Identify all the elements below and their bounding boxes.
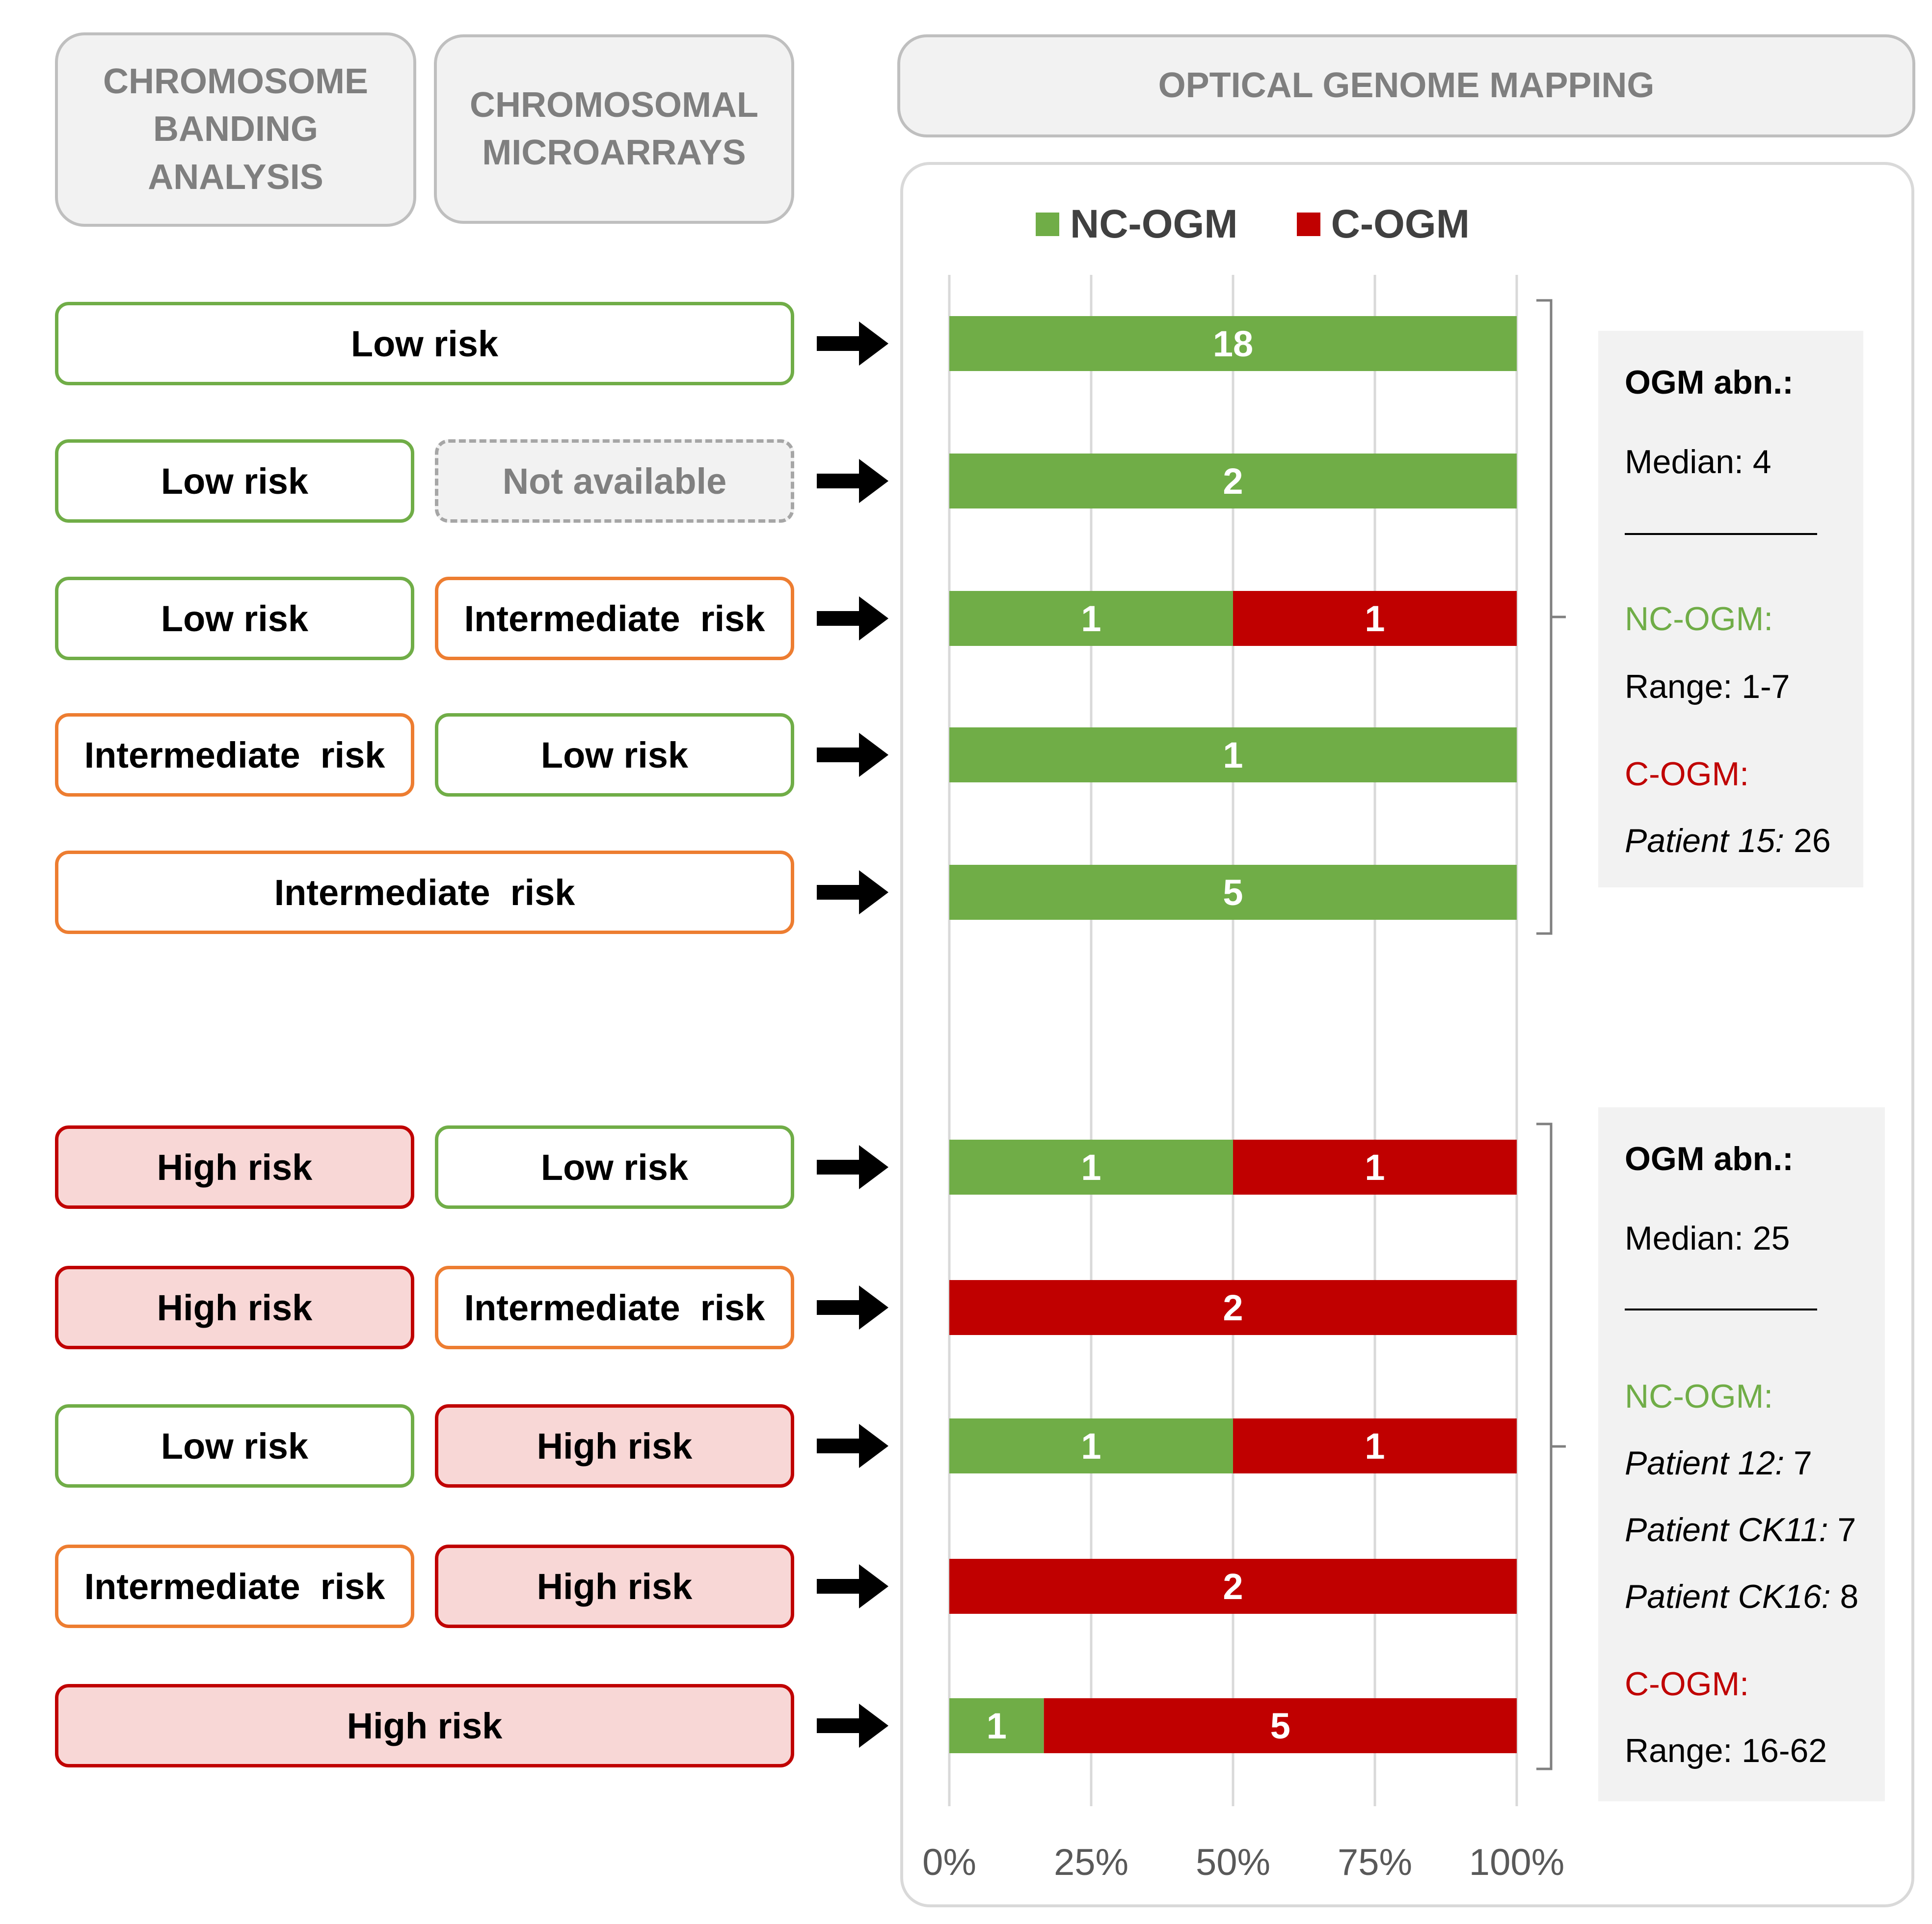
- bar-c-row-6: [1233, 1140, 1517, 1195]
- bar-label-c-row-8: 1: [1365, 1426, 1385, 1467]
- x-tick-label-2: 50%: [1196, 1842, 1270, 1883]
- row-7-banding-risk: High risk: [55, 1266, 414, 1349]
- bar-c-row-10: [1044, 1698, 1517, 1753]
- panel1-c-label: C-OGM:: [1625, 755, 1749, 793]
- legend-swatch-nc: [1036, 213, 1059, 236]
- row-8-banding-risk: Low risk: [55, 1404, 414, 1488]
- row-2-microarray-risk: Not available: [435, 439, 794, 523]
- bar-label-nc-row-6: 1: [1081, 1147, 1101, 1188]
- panel2-divider: [1625, 1309, 1817, 1310]
- row-4-microarray-risk: Low risk: [435, 713, 794, 797]
- row-7-arrow-icon: [817, 1285, 888, 1330]
- row-3-arrow-icon: [817, 596, 888, 641]
- row-5-arrow-icon: [817, 870, 888, 914]
- bar-c-row-8: [1233, 1418, 1517, 1473]
- header-banding: CHROMOSOME BANDING ANALYSIS: [55, 32, 416, 227]
- panel2-nc-line-3: Patient CK16: 8: [1625, 1578, 1859, 1615]
- legend-label-c: C-OGM: [1331, 202, 1470, 246]
- row-9-microarray-risk: High risk: [435, 1545, 794, 1628]
- bar-label-nc-row-3: 1: [1081, 598, 1101, 639]
- panel2-nc-line-1: Patient 12: 7: [1625, 1444, 1812, 1482]
- bar-label-c-row-10: 5: [1270, 1706, 1290, 1746]
- row-9-arrow-icon: [817, 1564, 888, 1608]
- bar-label-c-row-7: 2: [1223, 1287, 1243, 1328]
- bar-nc-row-5: [949, 865, 1517, 920]
- bar-label-nc-row-1: 18: [1213, 323, 1253, 364]
- bar-nc-row-2: [949, 454, 1517, 508]
- header-banding-label: CHROMOSOME BANDING ANALYSIS: [103, 62, 368, 197]
- row-8-arrow-icon: [817, 1424, 888, 1468]
- row-3-microarray-risk: Intermediate risk: [435, 577, 794, 660]
- row-6-arrow-icon: [817, 1145, 888, 1189]
- group-bracket-1: [1536, 299, 1566, 935]
- panel1-divider: [1625, 533, 1817, 535]
- x-tick-label-1: 25%: [1054, 1842, 1128, 1883]
- panel1-nc-label: NC-OGM:: [1625, 600, 1773, 638]
- panel2-c-label: C-OGM:: [1625, 1665, 1749, 1703]
- bar-nc-row-4: [949, 727, 1517, 782]
- header-ogm-label: OPTICAL GENOME MAPPING: [1158, 66, 1655, 106]
- bar-label-nc-row-8: 1: [1081, 1426, 1101, 1467]
- bar-c-row-9: [949, 1559, 1517, 1614]
- bar-label-nc-row-2: 2: [1223, 461, 1243, 502]
- bar-nc-row-10: [949, 1698, 1044, 1753]
- row-4-arrow-icon: [817, 733, 888, 777]
- bar-c-row-7: [949, 1280, 1517, 1335]
- row-5-banding-risk: Intermediate risk: [55, 851, 794, 934]
- x-tick-label-4: 100%: [1469, 1842, 1564, 1883]
- bar-label-c-row-6: 1: [1365, 1147, 1385, 1188]
- header-ogm: OPTICAL GENOME MAPPING: [897, 34, 1915, 137]
- row-2-banding-risk: Low risk: [55, 439, 414, 523]
- group-bracket-2: [1536, 1122, 1566, 1770]
- row-6-microarray-risk: Low risk: [435, 1125, 794, 1209]
- row-1-banding-risk: Low risk: [55, 302, 794, 385]
- panel2-nc-label: NC-OGM:: [1625, 1378, 1773, 1415]
- x-tick-label-3: 75%: [1338, 1842, 1412, 1883]
- bar-c-row-3: [1233, 591, 1517, 646]
- row-8-microarray-risk: High risk: [435, 1404, 794, 1488]
- row-9-banding-risk: Intermediate risk: [55, 1545, 414, 1628]
- bar-nc-row-1: [949, 316, 1517, 371]
- legend-swatch-c: [1296, 213, 1320, 236]
- row-10-banding-risk: High risk: [55, 1684, 794, 1767]
- legend-label-nc: NC-OGM: [1070, 202, 1238, 246]
- panel1-title: OGM abn.:: [1625, 364, 1794, 401]
- summary-panel-2: [1598, 1107, 1885, 1801]
- panel2-nc-line-2: Patient CK11: 7: [1625, 1511, 1856, 1549]
- row-10-arrow-icon: [817, 1704, 888, 1748]
- bar-nc-row-3: [949, 591, 1233, 646]
- row-3-banding-risk: Low risk: [55, 577, 414, 660]
- bar-label-c-row-3: 1: [1365, 598, 1385, 639]
- row-7-microarray-risk: Intermediate risk: [435, 1266, 794, 1349]
- bar-nc-row-6: [949, 1140, 1233, 1195]
- bar-label-nc-row-5: 5: [1223, 872, 1243, 913]
- row-2-arrow-icon: [817, 459, 888, 503]
- panel1-c-line: Patient 15: 26: [1625, 822, 1831, 859]
- bar-nc-row-8: [949, 1418, 1233, 1473]
- header-microarrays: CHROMOSOMAL MICROARRAYS: [434, 34, 794, 224]
- row-4-banding-risk: Intermediate risk: [55, 713, 414, 797]
- panel2-title: OGM abn.:: [1625, 1140, 1794, 1177]
- header-microarrays-label: CHROMOSOMAL MICROARRAYS: [470, 85, 758, 172]
- legend: NC-OGM C-OGM: [1036, 201, 1470, 247]
- row-6-banding-risk: High risk: [55, 1125, 414, 1209]
- panel2-median: Median: 25: [1625, 1220, 1790, 1257]
- x-tick-label-0: 0%: [922, 1842, 976, 1883]
- bar-label-nc-row-4: 1: [1223, 735, 1243, 775]
- panel1-nc-line: Range: 1-7: [1625, 668, 1790, 705]
- row-1-arrow-icon: [817, 321, 888, 366]
- panel1-median: Median: 4: [1625, 443, 1771, 481]
- summary-panel-1: [1598, 331, 1863, 887]
- bar-label-c-row-9: 2: [1223, 1566, 1243, 1607]
- bar-label-nc-row-10: 1: [987, 1706, 1007, 1746]
- panel2-c-line: Range: 16-62: [1625, 1732, 1827, 1769]
